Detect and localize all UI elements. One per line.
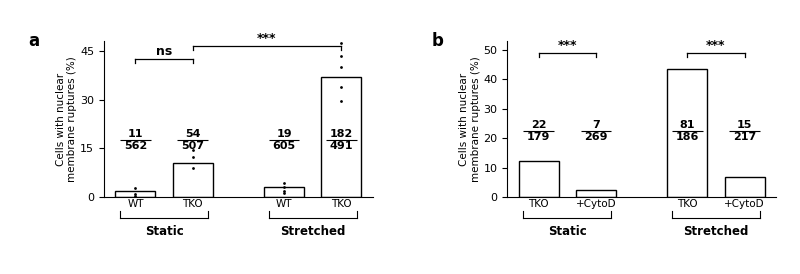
Bar [115, 191, 155, 197]
Text: 179: 179 [527, 132, 550, 142]
Text: 269: 269 [584, 132, 607, 142]
Text: 81: 81 [680, 120, 695, 130]
Bar [173, 163, 213, 197]
Bar [725, 177, 765, 197]
Text: 182: 182 [330, 129, 353, 139]
Text: 605: 605 [273, 141, 296, 151]
Text: Stretched: Stretched [683, 225, 749, 238]
Text: 54: 54 [185, 129, 200, 139]
Y-axis label: Cells with nuclear
membrane ruptures (%): Cells with nuclear membrane ruptures (%) [459, 56, 481, 182]
Bar [264, 187, 304, 197]
Text: Static: Static [548, 225, 586, 238]
Text: ns: ns [156, 45, 172, 58]
Text: ***: *** [706, 39, 726, 52]
Text: 7: 7 [592, 120, 600, 130]
Text: Static: Static [145, 225, 183, 238]
Bar [576, 190, 616, 197]
Text: 217: 217 [733, 132, 756, 142]
Text: 562: 562 [124, 141, 147, 151]
Text: 507: 507 [181, 141, 204, 151]
Text: Stretched: Stretched [280, 225, 346, 238]
Bar [518, 161, 558, 197]
Text: ***: *** [558, 39, 577, 52]
Text: 11: 11 [128, 129, 143, 139]
Text: 15: 15 [737, 120, 752, 130]
Text: b: b [432, 32, 444, 50]
Text: 19: 19 [276, 129, 292, 139]
Text: 491: 491 [330, 141, 353, 151]
Bar [322, 77, 362, 197]
Bar [667, 69, 707, 197]
Text: 22: 22 [531, 120, 546, 130]
Text: a: a [29, 32, 40, 50]
Y-axis label: Cells with nuclear
membrane ruptures (%): Cells with nuclear membrane ruptures (%) [56, 56, 78, 182]
Text: 186: 186 [676, 132, 699, 142]
Text: ***: *** [258, 32, 277, 45]
